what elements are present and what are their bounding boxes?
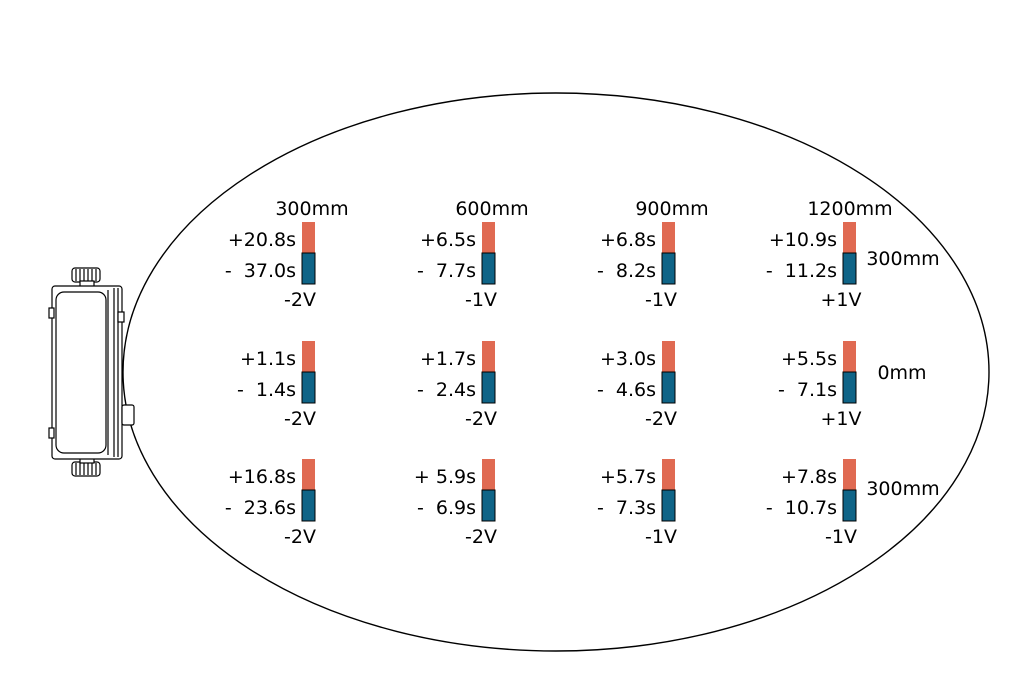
sensor-cell: +5.5s - 7.1s +1V <box>778 341 862 430</box>
voltage-label: +1V <box>820 408 861 430</box>
negative-time-label: - 10.7s <box>766 497 837 519</box>
negative-bar-segment <box>842 371 857 404</box>
column-label: 1200mm <box>807 198 892 220</box>
positive-time-label: +16.8s <box>228 466 296 488</box>
negative-time-label: - 4.6s <box>597 379 656 401</box>
device-icon <box>48 267 135 477</box>
positive-time-label: +7.8s <box>781 466 837 488</box>
negative-bar-segment <box>661 252 676 285</box>
voltage-label: -2V <box>284 526 316 548</box>
positive-bar-segment <box>482 459 495 490</box>
voltage-label: +1V <box>820 289 861 311</box>
negative-time-label: - 8.2s <box>597 260 656 282</box>
voltage-label: -1V <box>645 289 677 311</box>
column-label: 300mm <box>275 198 348 220</box>
negative-bar-segment <box>842 489 857 522</box>
negative-time-label: - 7.3s <box>597 497 656 519</box>
sensor-cell: +10.9s - 11.2s +1V <box>766 222 862 311</box>
positive-time-label: +3.0s <box>600 348 656 370</box>
negative-time-label: - 7.1s <box>778 379 837 401</box>
positive-bar-segment <box>843 459 856 490</box>
negative-bar-segment <box>481 252 496 285</box>
sensor-cell: +3.0s - 4.6s -2V <box>597 341 677 430</box>
column-label: 900mm <box>635 198 708 220</box>
negative-time-label: - 11.2s <box>766 260 837 282</box>
positive-bar-segment <box>843 341 856 372</box>
negative-time-label: - 1.4s <box>237 379 296 401</box>
positive-bar-segment <box>662 459 675 490</box>
voltage-label: -2V <box>284 408 316 430</box>
negative-time-label: - 37.0s <box>225 260 296 282</box>
positive-bar-segment <box>843 222 856 253</box>
negative-bar-segment <box>661 489 676 522</box>
voltage-label: -2V <box>465 408 497 430</box>
voltage-label: -2V <box>465 526 497 548</box>
positive-time-label: +1.7s <box>420 348 476 370</box>
row-label: 0mm <box>877 362 926 384</box>
sensor-cell: +7.8s - 10.7s -1V <box>766 459 857 548</box>
sensor-cell: +20.8s - 37.0s -2V <box>225 222 316 311</box>
negative-bar-segment <box>661 371 676 404</box>
sensor-cell: +1.7s - 2.4s -2V <box>417 341 497 430</box>
positive-bar-segment <box>662 341 675 372</box>
negative-time-label: - 2.4s <box>417 379 476 401</box>
negative-bar-segment <box>301 489 316 522</box>
positive-time-label: +10.9s <box>769 229 837 251</box>
sensor-cell: +1.1s - 1.4s -2V <box>237 341 316 430</box>
positive-bar-segment <box>482 341 495 372</box>
positive-time-label: + 5.9s <box>414 466 476 488</box>
voltage-label: -1V <box>825 526 857 548</box>
voltage-label: -2V <box>284 289 316 311</box>
negative-bar-segment <box>842 252 857 285</box>
positive-time-label: +20.8s <box>228 229 296 251</box>
voltage-label: -1V <box>645 526 677 548</box>
positive-time-label: +6.8s <box>600 229 656 251</box>
positive-bar-segment <box>302 341 315 372</box>
negative-bar-segment <box>301 371 316 404</box>
positive-time-label: +5.7s <box>600 466 656 488</box>
negative-time-label: - 23.6s <box>225 497 296 519</box>
positive-bar-segment <box>662 222 675 253</box>
sensor-cell: +5.7s - 7.3s -1V <box>597 459 677 548</box>
negative-time-label: - 7.7s <box>417 260 476 282</box>
negative-time-label: - 6.9s <box>417 497 476 519</box>
voltage-label: -1V <box>465 289 497 311</box>
row-label: 300mm <box>866 248 939 270</box>
sensor-cell: +6.8s - 8.2s -1V <box>597 222 677 311</box>
positive-bar-segment <box>482 222 495 253</box>
row-label: 300mm <box>866 478 939 500</box>
positive-bar-segment <box>302 459 315 490</box>
measurement-area-ellipse <box>122 92 990 652</box>
sensor-cell: + 5.9s - 6.9s -2V <box>414 459 497 548</box>
positive-time-label: +6.5s <box>420 229 476 251</box>
sensor-cell: +6.5s - 7.7s -1V <box>417 222 497 311</box>
negative-bar-segment <box>481 489 496 522</box>
column-label: 600mm <box>455 198 528 220</box>
sensor-cell: +16.8s - 23.6s -2V <box>225 459 316 548</box>
negative-bar-segment <box>481 371 496 404</box>
positive-bar-segment <box>302 222 315 253</box>
positive-time-label: +1.1s <box>240 348 296 370</box>
negative-bar-segment <box>301 252 316 285</box>
voltage-label: -2V <box>645 408 677 430</box>
positive-time-label: +5.5s <box>781 348 837 370</box>
